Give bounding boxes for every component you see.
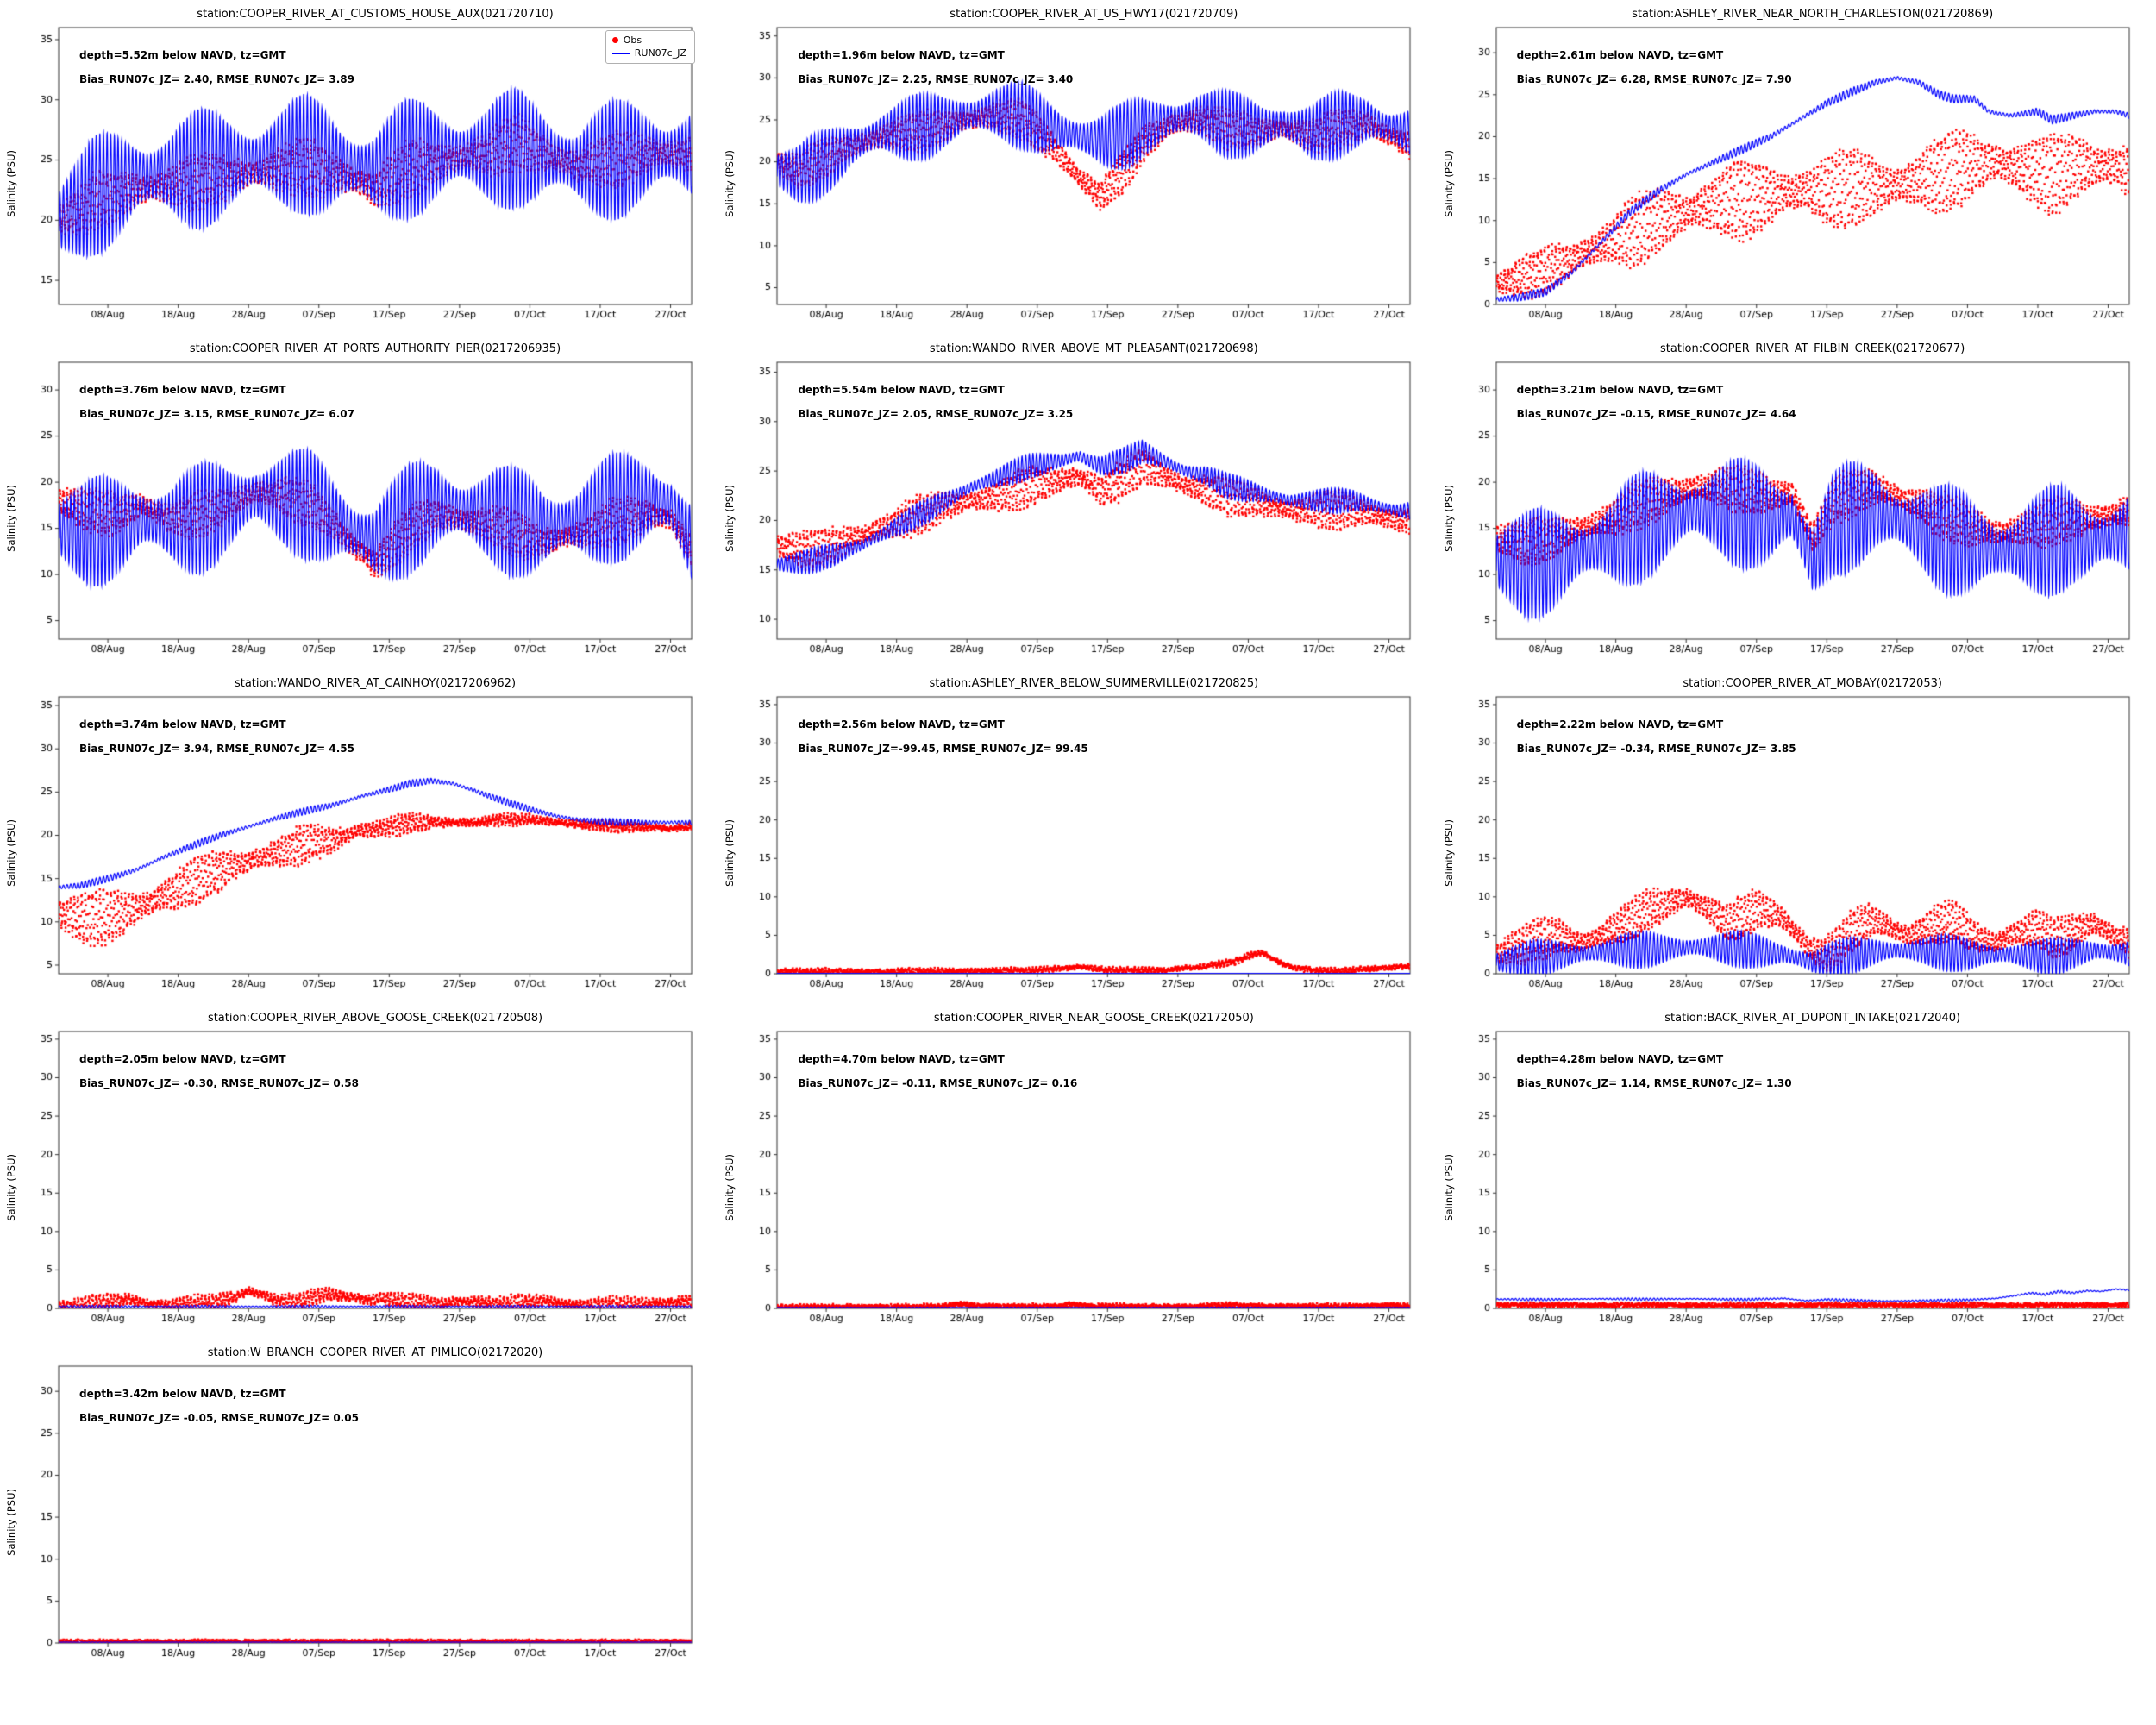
y-axis-label: Salinity (PSU) bbox=[1442, 1153, 1455, 1221]
chart-title: station:ASHLEY_RIVER_BELOW_SUMMERVILLE(0… bbox=[929, 677, 1259, 690]
y-axis-label: Salinity (PSU) bbox=[1442, 149, 1455, 217]
chart-canvas bbox=[1456, 691, 2136, 997]
chart-canvas bbox=[19, 691, 699, 997]
chart-panel: station:BACK_RIVER_AT_DUPONT_INTAKE(0217… bbox=[1438, 1011, 2145, 1332]
depth-annotation: depth=2.05m below NAVD, tz=GMT bbox=[79, 1053, 286, 1065]
depth-annotation: depth=3.42m below NAVD, tz=GMT bbox=[79, 1388, 286, 1400]
chart-canvas bbox=[737, 22, 1418, 328]
chart-canvas bbox=[1456, 22, 2136, 328]
bias-rmse-annotation: Bias_RUN07c_JZ=-99.45, RMSE_RUN07c_JZ= 9… bbox=[798, 743, 1088, 755]
chart-panel: station:COOPER_RIVER_AT_MOBAY(02172053) … bbox=[1438, 676, 2145, 997]
bias-rmse-annotation: Bias_RUN07c_JZ= -0.30, RMSE_RUN07c_JZ= 0… bbox=[79, 1077, 359, 1089]
y-axis-label: Salinity (PSU) bbox=[5, 484, 17, 552]
depth-annotation: depth=5.52m below NAVD, tz=GMT bbox=[79, 49, 286, 61]
y-axis-label: Salinity (PSU) bbox=[1442, 484, 1455, 552]
y-axis-label: Salinity (PSU) bbox=[724, 1153, 736, 1221]
legend-model-label: RUN07c_JZ bbox=[634, 47, 686, 59]
chart-title: station:ASHLEY_RIVER_NEAR_NORTH_CHARLEST… bbox=[1632, 8, 1994, 21]
chart-title: station:COOPER_RIVER_AT_CUSTOMS_HOUSE_AU… bbox=[197, 8, 554, 21]
chart-title: station:COOPER_RIVER_NEAR_GOOSE_CREEK(02… bbox=[933, 1012, 1254, 1025]
chart-canvas bbox=[19, 1026, 699, 1332]
chart-title: station:COOPER_RIVER_ABOVE_GOOSE_CREEK(0… bbox=[207, 1012, 543, 1025]
bias-rmse-annotation: Bias_RUN07c_JZ= 2.40, RMSE_RUN07c_JZ= 3.… bbox=[79, 73, 354, 85]
chart-panel: station:ASHLEY_RIVER_BELOW_SUMMERVILLE(0… bbox=[718, 676, 1426, 997]
plot-area: Salinity (PSU) depth=2.61m below NAVD, t… bbox=[1443, 22, 2145, 328]
chart-canvas bbox=[19, 22, 699, 328]
y-axis-label: Salinity (PSU) bbox=[1442, 819, 1455, 887]
chart-panel: station:COOPER_RIVER_NEAR_GOOSE_CREEK(02… bbox=[718, 1011, 1426, 1332]
chart-canvas bbox=[737, 356, 1418, 662]
plot-area: Salinity (PSU) depth=3.42m below NAVD, t… bbox=[5, 1360, 707, 1666]
plot-area: Salinity (PSU) depth=5.54m below NAVD, t… bbox=[724, 356, 1426, 662]
plot-area: Salinity (PSU) depth=2.56m below NAVD, t… bbox=[724, 691, 1426, 997]
plot-area: Salinity (PSU) depth=5.52m below NAVD, t… bbox=[5, 22, 707, 328]
chart-title: station:COOPER_RIVER_AT_FILBIN_CREEK(021… bbox=[1660, 342, 1965, 355]
chart-panel: station:WANDO_RIVER_ABOVE_MT_PLEASANT(02… bbox=[718, 342, 1426, 662]
bias-rmse-annotation: Bias_RUN07c_JZ= 3.94, RMSE_RUN07c_JZ= 4.… bbox=[79, 743, 354, 755]
plot-area: Salinity (PSU) depth=3.76m below NAVD, t… bbox=[5, 356, 707, 662]
figure-grid: station:COOPER_RIVER_AT_CUSTOMS_HOUSE_AU… bbox=[0, 7, 2145, 1666]
depth-annotation: depth=2.61m below NAVD, tz=GMT bbox=[1516, 49, 1724, 61]
bias-rmse-annotation: Bias_RUN07c_JZ= 6.28, RMSE_RUN07c_JZ= 7.… bbox=[1516, 73, 1792, 85]
bias-rmse-annotation: Bias_RUN07c_JZ= 1.14, RMSE_RUN07c_JZ= 1.… bbox=[1516, 1077, 1792, 1089]
legend-item-model: RUN07c_JZ bbox=[611, 47, 686, 60]
depth-annotation: depth=2.22m below NAVD, tz=GMT bbox=[1516, 718, 1724, 731]
chart-title: station:WANDO_RIVER_ABOVE_MT_PLEASANT(02… bbox=[929, 342, 1258, 355]
y-axis-label: Salinity (PSU) bbox=[724, 484, 736, 552]
depth-annotation: depth=2.56m below NAVD, tz=GMT bbox=[798, 718, 1005, 731]
legend-item-obs: Obs bbox=[611, 34, 686, 47]
plot-area: Salinity (PSU) depth=2.22m below NAVD, t… bbox=[1443, 691, 2145, 997]
chart-panel: station:COOPER_RIVER_ABOVE_GOOSE_CREEK(0… bbox=[0, 1011, 707, 1332]
chart-canvas bbox=[19, 356, 699, 662]
bias-rmse-annotation: Bias_RUN07c_JZ= -0.34, RMSE_RUN07c_JZ= 3… bbox=[1516, 743, 1796, 755]
chart-title: station:WANDO_RIVER_AT_CAINHOY(021720696… bbox=[234, 677, 517, 690]
plot-area: Salinity (PSU) depth=4.28m below NAVD, t… bbox=[1443, 1026, 2145, 1332]
plot-area: Salinity (PSU) depth=3.74m below NAVD, t… bbox=[5, 691, 707, 997]
obs-marker-icon bbox=[611, 37, 618, 43]
chart-title: station:BACK_RIVER_AT_DUPONT_INTAKE(0217… bbox=[1664, 1012, 1961, 1025]
chart-panel: station:COOPER_RIVER_AT_PORTS_AUTHORITY_… bbox=[0, 342, 707, 662]
bias-rmse-annotation: Bias_RUN07c_JZ= -0.11, RMSE_RUN07c_JZ= 0… bbox=[798, 1077, 1078, 1089]
chart-title: station:COOPER_RIVER_AT_US_HWY17(0217207… bbox=[950, 8, 1238, 21]
chart-panel: station:COOPER_RIVER_AT_FILBIN_CREEK(021… bbox=[1438, 342, 2145, 662]
chart-title: station:COOPER_RIVER_AT_MOBAY(02172053) bbox=[1683, 677, 1942, 690]
depth-annotation: depth=3.74m below NAVD, tz=GMT bbox=[79, 718, 286, 731]
y-axis-label: Salinity (PSU) bbox=[5, 149, 17, 217]
depth-annotation: depth=4.28m below NAVD, tz=GMT bbox=[1516, 1053, 1724, 1065]
depth-annotation: depth=3.21m below NAVD, tz=GMT bbox=[1516, 384, 1724, 396]
depth-annotation: depth=4.70m below NAVD, tz=GMT bbox=[798, 1053, 1005, 1065]
y-axis-label: Salinity (PSU) bbox=[5, 1153, 17, 1221]
chart-canvas bbox=[737, 1026, 1418, 1332]
y-axis-label: Salinity (PSU) bbox=[5, 1488, 17, 1556]
depth-annotation: depth=3.76m below NAVD, tz=GMT bbox=[79, 384, 286, 396]
plot-area: Salinity (PSU) depth=1.96m below NAVD, t… bbox=[724, 22, 1426, 328]
chart-panel: station:COOPER_RIVER_AT_CUSTOMS_HOUSE_AU… bbox=[0, 7, 707, 328]
bias-rmse-annotation: Bias_RUN07c_JZ= 3.15, RMSE_RUN07c_JZ= 6.… bbox=[79, 408, 354, 420]
chart-canvas bbox=[1456, 356, 2136, 662]
chart-title: station:COOPER_RIVER_AT_PORTS_AUTHORITY_… bbox=[189, 342, 561, 355]
y-axis-label: Salinity (PSU) bbox=[5, 819, 17, 887]
chart-panel: station:W_BRANCH_COOPER_RIVER_AT_PIMLICO… bbox=[0, 1346, 707, 1666]
chart-title: station:W_BRANCH_COOPER_RIVER_AT_PIMLICO… bbox=[207, 1346, 543, 1359]
y-axis-label: Salinity (PSU) bbox=[724, 149, 736, 217]
bias-rmse-annotation: Bias_RUN07c_JZ= -0.15, RMSE_RUN07c_JZ= 4… bbox=[1516, 408, 1796, 420]
plot-area: Salinity (PSU) depth=2.05m below NAVD, t… bbox=[5, 1026, 707, 1332]
depth-annotation: depth=1.96m below NAVD, tz=GMT bbox=[798, 49, 1005, 61]
chart-panel: station:WANDO_RIVER_AT_CAINHOY(021720696… bbox=[0, 676, 707, 997]
chart-panel: station:COOPER_RIVER_AT_US_HWY17(0217207… bbox=[718, 7, 1426, 328]
y-axis-label: Salinity (PSU) bbox=[724, 819, 736, 887]
plot-area: Salinity (PSU) depth=3.21m below NAVD, t… bbox=[1443, 356, 2145, 662]
chart-canvas bbox=[737, 691, 1418, 997]
legend: Obs RUN07c_JZ bbox=[605, 30, 695, 64]
depth-annotation: depth=5.54m below NAVD, tz=GMT bbox=[798, 384, 1005, 396]
legend-obs-label: Obs bbox=[623, 34, 642, 46]
model-line-icon bbox=[611, 52, 630, 54]
bias-rmse-annotation: Bias_RUN07c_JZ= -0.05, RMSE_RUN07c_JZ= 0… bbox=[79, 1412, 359, 1424]
bias-rmse-annotation: Bias_RUN07c_JZ= 2.25, RMSE_RUN07c_JZ= 3.… bbox=[798, 73, 1074, 85]
chart-canvas bbox=[19, 1360, 699, 1666]
plot-area: Salinity (PSU) depth=4.70m below NAVD, t… bbox=[724, 1026, 1426, 1332]
bias-rmse-annotation: Bias_RUN07c_JZ= 2.05, RMSE_RUN07c_JZ= 3.… bbox=[798, 408, 1074, 420]
chart-panel: station:ASHLEY_RIVER_NEAR_NORTH_CHARLEST… bbox=[1438, 7, 2145, 328]
chart-canvas bbox=[1456, 1026, 2136, 1332]
